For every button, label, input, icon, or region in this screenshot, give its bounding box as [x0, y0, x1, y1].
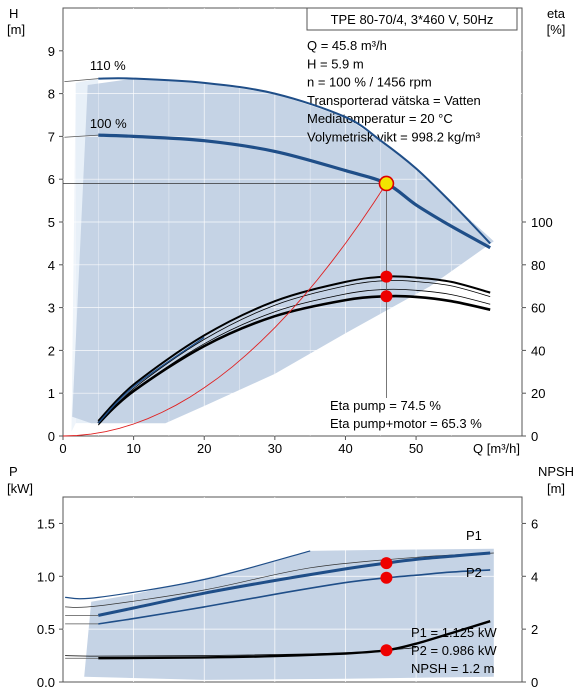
eta-motor-value: Eta pump+motor = 65.3 %	[330, 416, 482, 431]
y-axis-label-unit: [m]	[7, 22, 25, 37]
p-tick-label: 0.0	[37, 675, 55, 690]
duty-info-line: n = 100 % / 1456 rpm	[307, 75, 432, 90]
eta-pump-value: Eta pump = 74.5 %	[330, 398, 441, 413]
y-tick-label: 0	[48, 429, 55, 444]
curve-100-percent	[98, 133, 491, 250]
p-axis-label: P	[9, 464, 18, 479]
power-info-line: NPSH = 1.2 m	[411, 661, 494, 676]
eta-axis-label: eta	[547, 6, 566, 21]
eta-tick-label: 0	[531, 429, 538, 444]
y-tick-label: 2	[48, 343, 55, 358]
x-tick-label: 50	[409, 441, 423, 456]
pump-model-title: TPE 80-70/4, 3*460 V, 50Hz	[331, 12, 494, 27]
power-info-line: P1 = 1.125 kW	[411, 625, 497, 640]
p-axis-label-unit: [kW]	[7, 481, 33, 496]
curve-label-100: 100 %	[90, 116, 127, 131]
npsh-axis-label-unit: [m]	[547, 481, 565, 496]
title-box	[306, 7, 518, 31]
operating-range-shade	[72, 78, 494, 424]
duty-info-line: Transporterad vätska = Vatten	[307, 93, 481, 108]
curve-label-p1: P1	[466, 528, 482, 543]
y-tick-label: 6	[48, 172, 55, 187]
p-tick-label: 1.0	[37, 569, 55, 584]
power-info-line: P2 = 0.986 kW	[411, 643, 497, 658]
npsh-marker	[380, 644, 393, 657]
system-curve	[62, 183, 387, 437]
x-tick-label: 20	[197, 441, 211, 456]
x-tick-label: 30	[268, 441, 282, 456]
label-leader-100	[64, 134, 99, 138]
eta-tick-label: 20	[531, 386, 545, 401]
y-tick-label: 1	[48, 386, 55, 401]
bottom-plot-frame	[62, 496, 523, 683]
duty-point-marker	[378, 175, 395, 192]
eta-tick-label: 40	[531, 343, 545, 358]
npsh-tick-label: 2	[531, 622, 538, 637]
npsh-axis-label: NPSH	[538, 464, 574, 479]
y-tick-label: 8	[48, 87, 55, 102]
duty-info-line: Mediatemperatur = 20 °C	[307, 111, 453, 126]
curve-p1	[98, 551, 491, 617]
curve-p2	[98, 569, 491, 625]
eta-tick-label: 60	[531, 301, 545, 316]
curve-npsh	[98, 620, 491, 660]
p-tick-label: 1.5	[37, 516, 55, 531]
y-tick-label: 4	[48, 258, 55, 273]
curve-eta-pump-motor	[97, 294, 491, 425]
y-axis-label-h: H	[9, 6, 18, 21]
x-axis-label: Q [m³/h]	[473, 441, 520, 456]
curve-eta-pump-thin	[98, 279, 491, 426]
curve-p1-110	[65, 550, 311, 600]
curve-eta-blue-start	[97, 336, 205, 424]
npsh-tick-label: 4	[531, 569, 538, 584]
y-tick-label: 9	[48, 44, 55, 59]
eta-motor-marker	[380, 290, 393, 303]
curve-label-110: 110 %	[90, 58, 126, 73]
npsh-tick-label: 0	[531, 675, 538, 690]
label-leader-110	[64, 78, 99, 83]
curve-label-p2: P2	[466, 565, 482, 580]
y-tick-label: 5	[48, 215, 55, 230]
curve-eta-pump	[97, 275, 491, 422]
x-tick-label: 10	[126, 441, 140, 456]
x-tick-label: 40	[338, 441, 352, 456]
p1-marker	[380, 557, 393, 570]
p2-marker	[380, 571, 393, 584]
p-tick-label: 0.5	[37, 622, 55, 637]
y-tick-label: 7	[48, 129, 55, 144]
eta-tick-label: 100	[531, 215, 553, 230]
y-tick-label: 3	[48, 301, 55, 316]
eta-tick-label: 80	[531, 258, 545, 273]
curve-eta-blue-inner	[98, 288, 491, 426]
x-tick-label: 0	[59, 441, 66, 456]
duty-info-line: Volymetrisk vikt = 998.2 kg/m³	[307, 130, 481, 145]
curve-npsh-thin	[65, 647, 417, 657]
eta-axis-label-unit: [%]	[547, 22, 566, 37]
range-envelope-light	[71, 82, 76, 432]
curve-110-percent	[98, 77, 491, 245]
eta-pump-marker	[380, 270, 393, 283]
curve-p-thin	[65, 552, 494, 608]
duty-info-line: H = 5.9 m	[307, 56, 364, 71]
duty-info-line: Q = 45.8 m³/h	[307, 38, 387, 53]
npsh-tick-label: 6	[531, 516, 538, 531]
